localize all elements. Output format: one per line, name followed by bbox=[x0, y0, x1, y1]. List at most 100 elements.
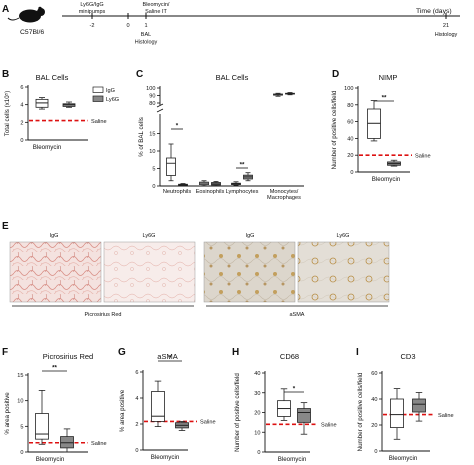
saline-label: Saline bbox=[415, 153, 431, 159]
y-tick-label: 5 bbox=[20, 424, 23, 430]
y-tick-label: 6 bbox=[135, 370, 138, 376]
y-tick-label: 6 bbox=[20, 85, 23, 91]
y-axis-label: Number of positive cells/field bbox=[331, 90, 338, 169]
y-tick-label: 10 bbox=[17, 399, 23, 405]
timeline-event-label: Histology bbox=[135, 40, 158, 46]
histology-image-asma-ly6g bbox=[297, 241, 390, 303]
timeline-tick-label: 0 bbox=[126, 23, 129, 29]
y-tick-label: 20 bbox=[371, 423, 377, 429]
y-tick-label: 0 bbox=[20, 138, 23, 144]
panel-b-chart: B BAL Cells 0 2 4 6 Total cells (x10⁵) Saline Bl… bbox=[2, 69, 107, 151]
y-tick-label: 40 bbox=[371, 397, 377, 403]
significance-label: ** bbox=[240, 162, 245, 169]
y-axis-label: Number of positive cells/field bbox=[234, 373, 241, 452]
box-ly6g bbox=[60, 436, 74, 449]
x-axis-label: Bleomycin bbox=[33, 144, 62, 151]
panel-f-chart: F Picrosirius Red 0 5 10 15 % area positive Sal… bbox=[2, 347, 107, 463]
panel-d-chart: D NIMP 0 20 40 60 80 100 Number of positive cell… bbox=[331, 69, 431, 183]
x-category-label: Neutrophils bbox=[163, 189, 191, 195]
y-tick-label: 4 bbox=[135, 396, 138, 402]
y-axis-label: Number of positive cells/field bbox=[357, 372, 364, 451]
x-axis-label: Bleomycin bbox=[278, 456, 307, 463]
panel-letter-g: G bbox=[118, 347, 126, 358]
legend-label-igg: IgG bbox=[106, 88, 115, 94]
chart-title: Picrosirius Red bbox=[43, 352, 93, 361]
significance-label: * bbox=[293, 386, 296, 393]
box-ly6g bbox=[412, 398, 426, 413]
timeline-days-label: Time (days) bbox=[416, 8, 452, 15]
timeline-event-label: minipumps bbox=[79, 9, 106, 15]
mouse-icon bbox=[7, 6, 45, 23]
panel-i-chart: I CD3 0 20 40 60 Number of positive cells/fiel… bbox=[356, 347, 454, 462]
y-tick-label: 0 bbox=[374, 449, 377, 455]
y-tick-label: 5 bbox=[152, 167, 155, 173]
x-category-label: Lymphocytes bbox=[226, 189, 259, 195]
panel-letter-b: B bbox=[2, 69, 9, 80]
significance-label: ** bbox=[52, 365, 57, 372]
x-axis-label: Bleomycin bbox=[372, 176, 401, 183]
axis-break-mark bbox=[156, 103, 164, 108]
timeline-event-label: Saline IT bbox=[145, 9, 167, 15]
y-tick-label: 80 bbox=[347, 103, 353, 109]
x-category-label: Macrophages bbox=[267, 195, 301, 201]
y-tick-label: 10 bbox=[149, 149, 155, 155]
histology-caption-asma: aSMA bbox=[290, 312, 305, 318]
histology-label-igg-1: IgG bbox=[50, 233, 59, 239]
panel-e: E IgG Ly6G IgG Ly6G Picrosirius Red aSMA bbox=[2, 221, 390, 318]
panel-letter-f: F bbox=[2, 347, 8, 358]
chart-title: BAL Cells bbox=[216, 73, 249, 82]
chart-title: NIMP bbox=[379, 73, 398, 82]
histology-image-pr-igg bbox=[9, 241, 102, 303]
saline-label: Saline bbox=[321, 423, 337, 429]
box-igg bbox=[166, 157, 176, 176]
y-tick-label: 20 bbox=[347, 153, 353, 159]
panel-letter-a: A bbox=[2, 4, 9, 15]
legend: IgG Ly6G bbox=[92, 86, 119, 103]
y-tick-label: 90 bbox=[149, 94, 155, 100]
y-tick-label: 4 bbox=[20, 103, 23, 109]
box-igg bbox=[151, 391, 165, 422]
y-tick-label: 0 bbox=[152, 184, 155, 190]
panel-letter-c: C bbox=[136, 69, 143, 80]
chart-title: CD3 bbox=[400, 352, 415, 361]
y-tick-label: 2 bbox=[20, 120, 23, 126]
box-igg bbox=[35, 413, 49, 440]
saline-label: Saline bbox=[91, 119, 107, 125]
chart-title: CD68 bbox=[280, 352, 299, 361]
histology-label-ly6g-1: Ly6G bbox=[143, 233, 156, 239]
y-tick-label: 10 bbox=[254, 430, 260, 436]
histology-label-igg-2: IgG bbox=[246, 233, 255, 239]
y-tick-label: 30 bbox=[254, 391, 260, 397]
y-tick-label: 60 bbox=[347, 120, 353, 126]
timeline-event-label: BAL bbox=[141, 32, 151, 38]
histology-image-pr-ly6g bbox=[103, 241, 196, 303]
y-tick-label: 2 bbox=[135, 422, 138, 428]
panel-letter-e: E bbox=[2, 221, 9, 232]
axis-break-mark bbox=[156, 108, 164, 113]
timeline-event-label: Histology bbox=[435, 32, 458, 38]
panel-letter-h: H bbox=[232, 347, 239, 358]
legend-swatch-ly6g bbox=[92, 95, 104, 102]
x-axis-label: Bleomycin bbox=[389, 455, 418, 462]
y-axis-label: % area positive bbox=[4, 392, 11, 435]
chart-title: aSMA bbox=[157, 352, 177, 361]
panel-h-chart: H CD68 0 10 20 30 40 Number of positive cells/f… bbox=[232, 347, 337, 463]
histology-image-asma-igg bbox=[203, 241, 296, 303]
significance-label: * bbox=[176, 123, 179, 130]
mouse-strain-label: C57Bl/6 bbox=[20, 29, 44, 36]
legend-swatch-igg bbox=[92, 86, 104, 93]
significance-label: ** bbox=[382, 95, 387, 102]
legend-label-ly6g: Ly6G bbox=[106, 97, 119, 103]
timeline-event-label: Bleomycin/ bbox=[143, 2, 170, 8]
saline-label: Saline bbox=[91, 441, 107, 447]
y-axis-label: % of BAL cells bbox=[138, 117, 145, 157]
y-tick-label: 60 bbox=[371, 371, 377, 377]
histology-label-ly6g-2: Ly6G bbox=[337, 233, 350, 239]
y-tick-label: 20 bbox=[254, 411, 260, 417]
saline-label: Saline bbox=[200, 420, 216, 426]
